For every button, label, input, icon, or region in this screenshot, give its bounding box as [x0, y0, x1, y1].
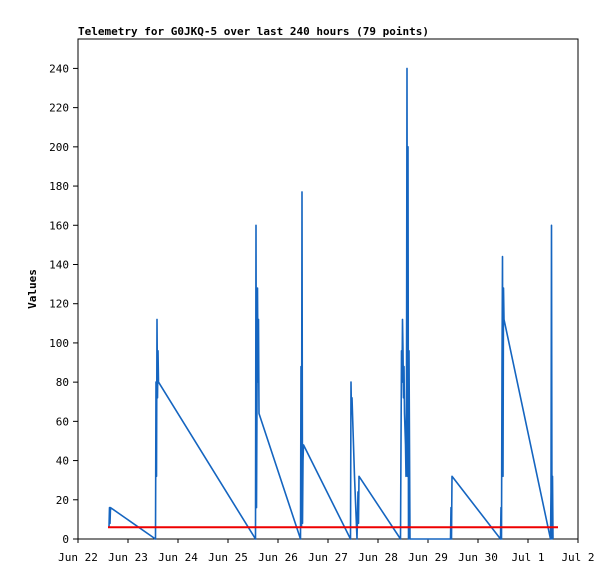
x-tick-label: Jun 29 — [408, 551, 448, 564]
series-0-line — [108, 67, 554, 540]
x-tick-label: Jul 2 — [561, 551, 594, 564]
x-axis: Jun 22 Jun 23 Jun 24 Jun 25 Jun 26 Jun 27 Jun … — [58, 539, 595, 564]
y-tick-label: 120 — [49, 298, 69, 311]
y-tick-label: 100 — [49, 337, 69, 350]
x-tick-label: Jun 30 — [458, 551, 498, 564]
x-tick-label: Jun 24 — [158, 551, 198, 564]
y-tick-label: 220 — [49, 102, 69, 115]
x-tick-label: Jun 26 — [258, 551, 298, 564]
y-tick-label: 140 — [49, 258, 69, 271]
chart-title: Telemetry for G0JKQ-5 over last 240 hour… — [78, 25, 429, 38]
y-tick-label: 40 — [56, 455, 69, 468]
x-tick-label: Jun 22 — [58, 551, 98, 564]
y-tick-label: 160 — [49, 219, 69, 232]
x-tick-label: Jun 28 — [358, 551, 398, 564]
y-tick-label: 240 — [49, 62, 69, 75]
y-tick-label: 80 — [56, 376, 69, 389]
y-axis: 0 20 40 60 80 100 120 140 160 180 200 220 240 — [49, 62, 78, 546]
y-tick-label: 20 — [56, 494, 69, 507]
x-tick-label: Jun 25 — [208, 551, 248, 564]
series-layer — [108, 67, 558, 540]
x-tick-label: Jun 23 — [108, 551, 148, 564]
y-axis-label: Values — [26, 269, 39, 309]
y-tick-label: 200 — [49, 141, 69, 154]
y-tick-label: 60 — [56, 415, 69, 428]
y-tick-label: 180 — [49, 180, 69, 193]
x-tick-label: Jul 1 — [511, 551, 544, 564]
x-tick-label: Jun 27 — [308, 551, 348, 564]
y-tick-label: 0 — [62, 533, 69, 546]
